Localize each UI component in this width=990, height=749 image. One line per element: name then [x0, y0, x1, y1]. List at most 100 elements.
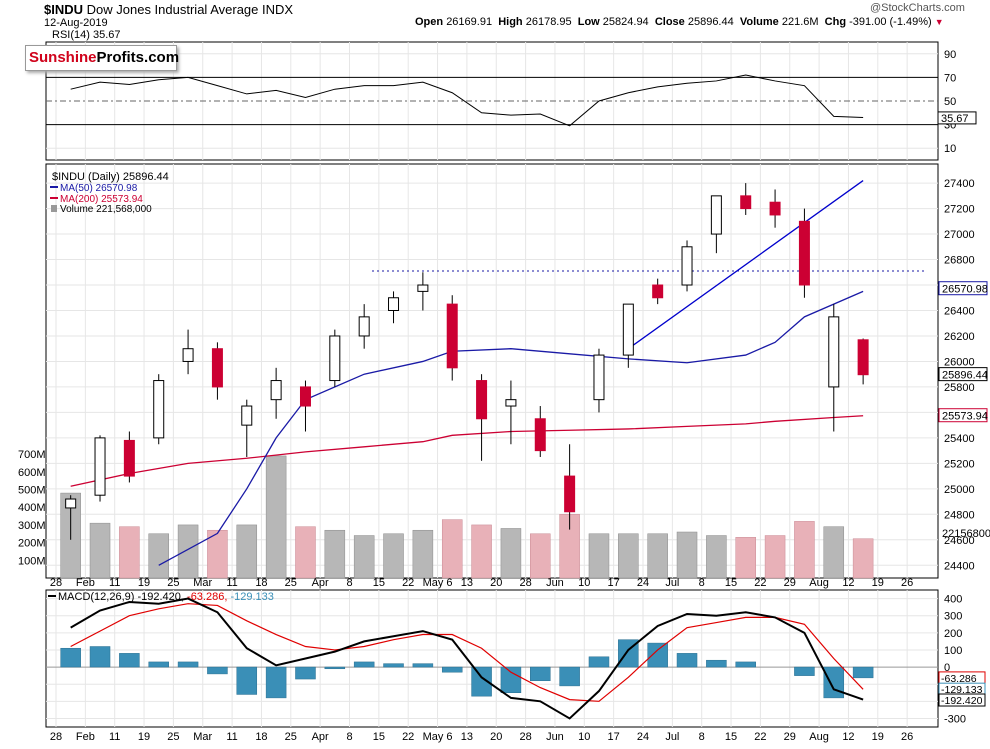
macd-histogram-bar [236, 666, 258, 695]
volume-bar [441, 519, 463, 579]
ma50-last-label: 26570.98 [942, 284, 988, 296]
candle-body [65, 498, 77, 509]
volume-bar [148, 533, 169, 579]
price-tick-25000: 25000 [944, 484, 975, 496]
x-tick-label-bottom: 17 [608, 731, 620, 743]
x-tick-label-bottom: 22 [402, 731, 414, 743]
close-label: Close [654, 16, 685, 28]
price-tick-26200: 26200 [944, 331, 975, 343]
x-tick-label-bottom: Apr [312, 731, 329, 743]
candle-body [358, 316, 370, 337]
ohlc-summary: Open 26169.91 High 26178.95 Low 25824.94… [415, 16, 944, 28]
volume-bar [207, 529, 228, 579]
macd-last: -192.420 [941, 695, 983, 707]
sunshine-profits-logo: SunshineProfits.com [25, 45, 179, 71]
candle-body [534, 418, 546, 452]
rsi-tick-90: 90 [944, 49, 956, 61]
volume-tick-600M: 600M [18, 467, 46, 479]
x-tick-label: 10 [578, 577, 590, 589]
candle-body [652, 284, 664, 299]
x-tick-label-bottom: 10 [578, 731, 590, 743]
x-tick-label: 15 [373, 577, 385, 589]
price-tick-27200: 27200 [944, 204, 975, 216]
volume-tick-400M: 400M [18, 502, 46, 514]
macd-histogram-bar [500, 666, 522, 693]
x-tick-label-bottom: Aug [809, 731, 829, 743]
x-tick-label: 24 [637, 577, 649, 589]
macd-title-hist: -129.133 [230, 591, 273, 603]
x-tick-label: 11 [226, 577, 237, 589]
rsi-tick-70: 70 [944, 72, 956, 84]
legend-price: $INDU (Daily) 25896.44 [52, 171, 169, 183]
x-tick-label: 25 [285, 577, 297, 589]
price-tick-24800: 24800 [944, 509, 975, 521]
candle-body [769, 201, 781, 216]
x-tick-label: Aug [809, 577, 829, 589]
macd-histogram-bar [412, 663, 434, 668]
legend-volume-swatch [51, 205, 57, 212]
macd-histogram-bar [207, 666, 228, 675]
volume-bar [324, 529, 346, 579]
candle-body [710, 195, 722, 235]
candle-body [740, 195, 752, 210]
x-tick-label: 28 [519, 577, 531, 589]
macd-histogram-bar [588, 656, 610, 668]
ma50-line [158, 290, 864, 566]
x-tick-label-bottom: 26 [901, 731, 913, 743]
chg-value: -391.00 (-1.49%) [849, 16, 932, 28]
candle-body [153, 380, 165, 439]
macd-tick--300: -300 [944, 713, 966, 725]
macd-histogram-bar [89, 646, 111, 668]
x-tick-label: Apr [312, 577, 329, 589]
chart-header-title: $INDU Dow Jones Industrial Average INDX [44, 2, 293, 17]
macd-title: MACD(12,26,9) -192.420, -63.286, -129.13… [58, 591, 274, 603]
x-tick-label: 12 [842, 577, 854, 589]
macd-histogram-bar [265, 666, 287, 699]
volume-value: 221.6M [781, 16, 819, 28]
x-tick-label-bottom: 28 [519, 731, 531, 743]
macd-histogram-bar [148, 661, 169, 668]
volume-bar [119, 526, 140, 579]
macd-histogram-bar [353, 661, 375, 668]
legend-volume: Volume 221,568,000 [60, 204, 152, 215]
price-last-label-box [938, 367, 988, 382]
rsi-tick-10: 10 [944, 143, 956, 155]
candle-body [564, 475, 576, 513]
volume-bar [706, 535, 727, 579]
volume-tick-200M: 200M [18, 538, 46, 550]
x-tick-label-bottom: Jun [546, 731, 564, 743]
x-tick-label: 11 [109, 577, 120, 589]
macd-histogram-bar [441, 666, 463, 673]
volume-bar [676, 531, 698, 579]
macd-histogram-bar [852, 666, 874, 679]
macd-tick-100: 100 [944, 645, 962, 657]
x-tick-label: Feb [76, 577, 95, 589]
volume-bar [177, 524, 199, 579]
candle-body [857, 339, 869, 376]
macd-tick-0: 0 [944, 662, 950, 674]
macd-histogram-bar [735, 661, 756, 668]
price-tick-25800: 25800 [944, 382, 975, 394]
volume-bar [618, 533, 639, 579]
candle-body [622, 303, 634, 356]
candle-body [211, 348, 223, 388]
rsi-last-box [937, 111, 977, 125]
macd-histogram-bar [823, 666, 845, 699]
volume-bar [295, 526, 316, 579]
symbol: $INDU [44, 2, 84, 17]
price-tick-24600: 24600 [944, 535, 975, 547]
down-arrow-icon: ▼ [934, 17, 944, 27]
volume-bar [764, 535, 786, 579]
macd-title-name: MACD(12,26,9) [58, 591, 137, 603]
macd-tick-200: 200 [944, 628, 962, 640]
price-tick-26000: 26000 [944, 356, 975, 368]
volume-bar [647, 533, 668, 579]
macd-histogram-bar [177, 661, 199, 668]
x-tick-label-bottom: 29 [784, 731, 796, 743]
volume-bar [588, 533, 610, 579]
x-tick-label: 8 [346, 577, 352, 589]
trendline [627, 180, 864, 350]
x-tick-label-bottom: 8 [346, 731, 352, 743]
macd-histogram-bar [295, 666, 316, 680]
x-tick-label: 22 [402, 577, 414, 589]
